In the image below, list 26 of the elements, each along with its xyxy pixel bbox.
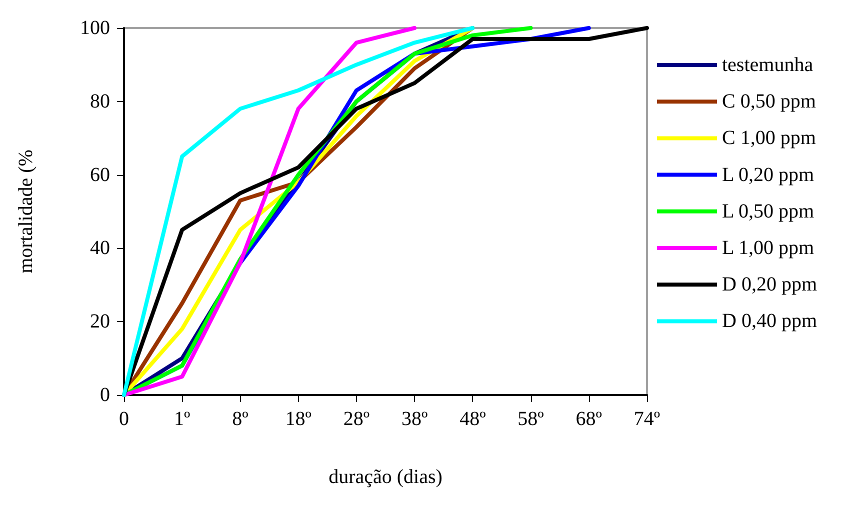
legend-label: D 0,40 ppm: [722, 310, 818, 332]
y-axis-title: mortalidade (%: [15, 150, 37, 274]
legend-label: L 0,50 ppm: [722, 200, 814, 222]
legend-label: C 0,50 ppm: [722, 90, 816, 113]
legend-label: L 0,20 ppm: [722, 164, 814, 186]
y-tick-label: 20: [90, 310, 110, 333]
y-tick-label: 60: [90, 164, 110, 186]
legend-label: D 0,20 ppm: [722, 274, 818, 296]
y-tick-label: 40: [90, 237, 110, 260]
y-tick-label: 0: [100, 384, 110, 406]
y-tick-label: 100: [80, 17, 110, 39]
x-tick-label: 1º: [174, 408, 190, 430]
y-tick-label: 80: [90, 90, 110, 112]
x-tick-label: 28º: [343, 408, 370, 430]
legend-label: testemunha: [722, 54, 814, 76]
x-tick-label: 18º: [285, 408, 312, 430]
legend-label: L 1,00 ppm: [722, 237, 814, 259]
x-tick-label: 48º: [460, 408, 486, 430]
x-axis-title: duração (dias): [328, 466, 442, 488]
x-tick-label: 74º: [634, 408, 660, 430]
x-tick-label: 0: [119, 408, 129, 430]
x-tick-label: 38º: [401, 408, 428, 430]
x-tick-label: 58º: [518, 408, 544, 430]
x-tick-label: 68º: [576, 408, 602, 430]
legend-label: C 1,00 ppm: [722, 127, 816, 150]
x-tick-label: 8º: [232, 408, 248, 430]
